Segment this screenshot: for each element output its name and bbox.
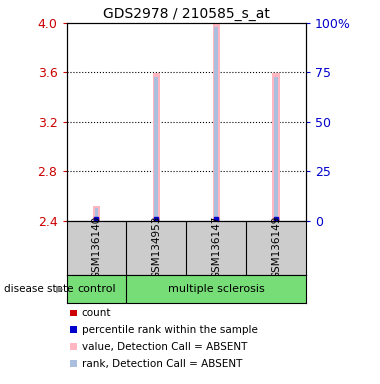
Bar <box>153 73 160 221</box>
Text: multiple sclerosis: multiple sclerosis <box>168 284 264 294</box>
Bar <box>155 77 158 221</box>
Title: GDS2978 / 210585_s_at: GDS2978 / 210585_s_at <box>103 7 270 21</box>
Text: disease state: disease state <box>4 284 73 294</box>
Text: GSM136140: GSM136140 <box>92 216 101 279</box>
Bar <box>214 27 218 221</box>
Text: GSM134953: GSM134953 <box>151 216 161 280</box>
Bar <box>272 73 280 221</box>
Text: GSM136149: GSM136149 <box>271 216 281 280</box>
Bar <box>212 23 220 221</box>
Bar <box>95 209 98 221</box>
Text: percentile rank within the sample: percentile rank within the sample <box>82 325 258 335</box>
Text: GSM136147: GSM136147 <box>211 216 221 280</box>
Text: ▶: ▶ <box>56 284 64 294</box>
Text: value, Detection Call = ABSENT: value, Detection Call = ABSENT <box>82 342 247 352</box>
Text: rank, Detection Call = ABSENT: rank, Detection Call = ABSENT <box>82 359 242 369</box>
Bar <box>93 206 100 221</box>
Text: count: count <box>82 308 111 318</box>
Text: control: control <box>77 284 116 294</box>
Bar <box>274 77 278 221</box>
